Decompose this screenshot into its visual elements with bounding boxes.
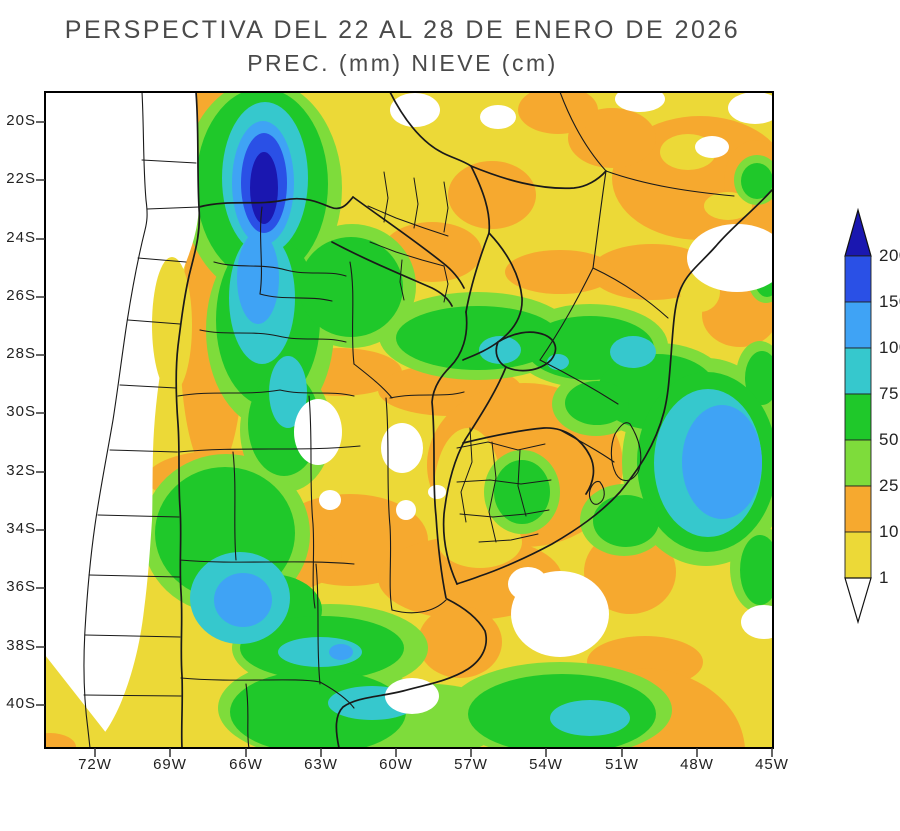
contour-yellow-pockets [434,134,752,568]
lat-tick-label: 30S [6,403,36,420]
brazil-paraguay-north [470,165,607,190]
legend-value-label: 150 [879,292,900,311]
lat-tick-label: 20S [6,112,36,129]
lon-tick-label: 72W [78,756,112,773]
legend-colorbar [844,207,872,625]
lat-tick-label: 28S [6,345,36,362]
chile-coast-line [83,92,148,748]
lon-tick-label: 45W [755,756,789,773]
legend-value-label: 100 [879,338,900,357]
contour-dry-white-regions [45,92,773,748]
pilcomayo-border [352,196,465,289]
bolivia-border [198,196,354,210]
country-and-province-borders [83,92,773,748]
legend-value-label: 25 [879,476,899,495]
lon-tick-label: 69W [153,756,187,773]
lon-tick-label: 54W [529,756,563,773]
lon-tick-label: 60W [379,756,413,773]
lat-tick-label: 40S [6,695,36,712]
contour-southwest-accents [45,257,192,748]
parana-river [431,311,468,599]
buenos-aires-coast [335,598,487,748]
legend-arrow-bottom [844,577,872,625]
uruguay-river [442,366,507,585]
lon-tick-label: 66W [229,756,263,773]
lat-tick-label: 38S [6,637,36,654]
lat-tick-label: 36S [6,578,36,595]
chile-dry-strip [45,92,199,748]
lagoon-outline-2 [588,480,605,505]
lat-tick-label: 26S [6,287,36,304]
andes-border [175,92,201,748]
legend-arrow-top [844,207,872,257]
alto-parana-border [462,232,523,361]
paraguay-north-border [389,92,472,167]
legend-value-label: 1 [879,568,889,587]
map-frame [44,91,774,749]
bermejo-river [331,241,453,307]
contour-navy-core [250,152,278,224]
axis-tick-marks [36,121,773,757]
lat-tick-label: 32S [6,462,36,479]
lat-tick-label: 34S [6,520,36,537]
misiones-border [495,331,557,372]
page-title: PERSPECTIVA DEL 22 AL 28 DE ENERO DE 202… [64,16,741,44]
legend-value-label: 10 [879,522,899,541]
brazil-uruguay-border [462,427,595,495]
lon-tick-label: 51W [605,756,639,773]
lon-tick-label: 63W [304,756,338,773]
lat-tick-label: 24S [6,229,36,246]
lon-tick-label: 57W [454,756,488,773]
map-contours [45,92,773,748]
lon-tick-label: 48W [680,756,714,773]
legend-value-label: 200 [879,246,900,265]
legend-value-label: 75 [879,384,899,403]
page-subtitle: PREC. (mm) NIEVE (cm) [247,50,558,76]
legend-value-label: 50 [879,430,899,449]
lat-tick-label: 22S [6,170,36,187]
atlantic-coast [456,189,773,585]
lagoon-outline [610,422,642,482]
